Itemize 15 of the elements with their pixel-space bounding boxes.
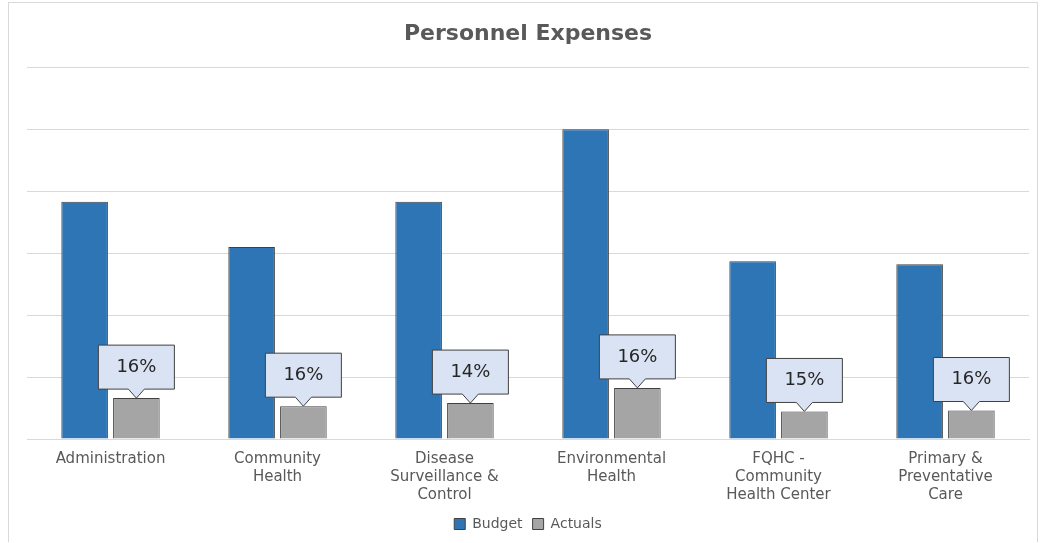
annotation: 16% [951, 367, 992, 389]
annotation: 16% [617, 344, 658, 366]
annotation: 16% [283, 362, 324, 384]
x-tick-label: Disease Surveillance & Control [390, 448, 500, 503]
x-tick-label: Environmental Health [556, 448, 667, 485]
legend-label: Budget [472, 514, 524, 531]
annotation: 14% [450, 359, 491, 381]
annotation: 16% [116, 354, 157, 376]
chart-title: Personnel Expenses [403, 19, 653, 45]
legend-label: Actuals [550, 514, 602, 531]
x-tick-label: FQHC - Community Health Center [726, 448, 832, 503]
x-tick-label: Community Health [234, 448, 322, 485]
x-tick-label: Administration [55, 448, 166, 467]
annotation: 15% [784, 368, 825, 390]
x-tick-label: Primary & Preventative Care [898, 448, 993, 503]
